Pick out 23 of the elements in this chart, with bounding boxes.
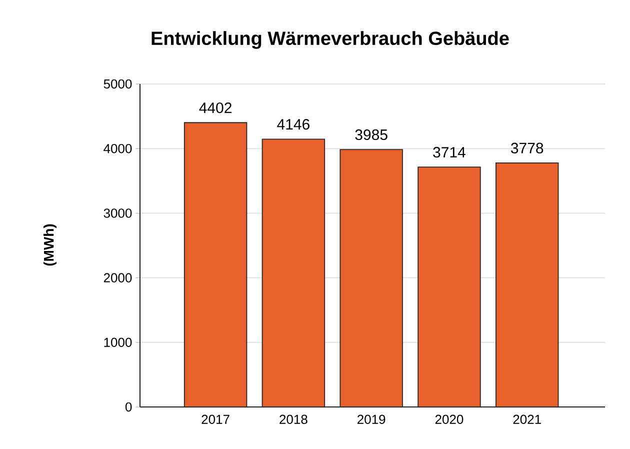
data-label: 4146 [277, 119, 310, 130]
bar [496, 162, 559, 408]
y-tick-label: 1000 [104, 338, 132, 347]
data-label: 3714 [433, 146, 466, 158]
data-label: 3778 [510, 142, 544, 154]
x-tick-label: 2019 [358, 414, 386, 424]
bar [184, 122, 248, 408]
bar [340, 149, 403, 408]
x-tick-label: 2021 [513, 414, 541, 424]
y-axis-title: (MWh) [43, 224, 57, 266]
y-tick-label: 2000 [104, 273, 132, 282]
y-tick-label: 0 [125, 402, 132, 412]
x-tick-label: 2020 [435, 414, 464, 424]
y-tick-label: 4000 [104, 144, 132, 154]
y-tick-label: 3000 [104, 208, 132, 218]
data-label: 4402 [199, 102, 232, 114]
chart-title: Entwicklung Wärmeverbrauch Gebäude [152, 31, 509, 49]
y-tick-label: 5000 [104, 79, 132, 89]
data-label: 3985 [355, 129, 388, 140]
bar [418, 166, 481, 408]
x-tick-label: 2018 [280, 414, 308, 424]
x-tick-label: 2017 [202, 414, 230, 424]
bar [262, 138, 326, 408]
